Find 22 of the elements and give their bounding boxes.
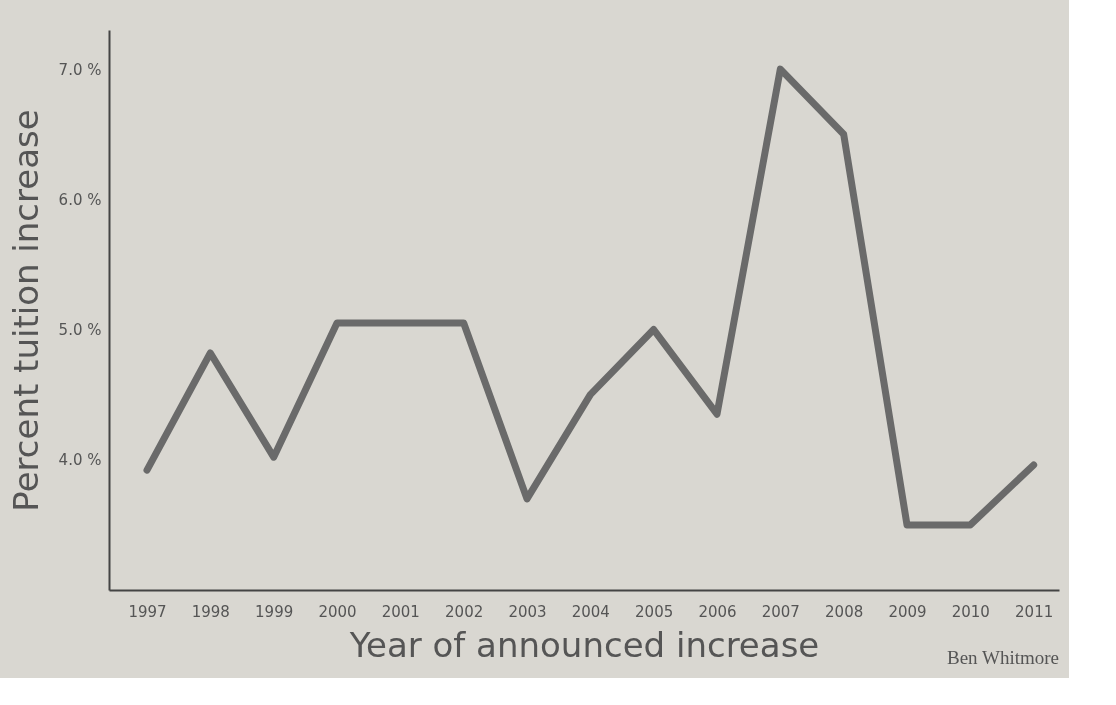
x-axis-title: Year of announced increase [348, 624, 820, 665]
x-tick-label: 1998 [191, 602, 230, 621]
y-tick-label: 5.0 % [58, 321, 102, 340]
x-tick-label: 2006 [698, 602, 737, 621]
x-tick-label: 2007 [761, 602, 800, 621]
x-tick-label: 2009 [888, 602, 927, 621]
x-tick-label: 2000 [318, 602, 357, 621]
x-tick-label: 2008 [825, 602, 864, 621]
x-tick-label: 2002 [445, 602, 484, 621]
y-tick-label: 6.0 % [58, 190, 102, 209]
x-tick-label: 2001 [381, 602, 420, 621]
x-tick-label: 1997 [128, 602, 167, 621]
y-tick-label: 4.0 % [58, 451, 102, 470]
x-tick-label: 2004 [571, 602, 610, 621]
x-tick-label: 2011 [1015, 602, 1054, 621]
text: Ben Whitmore [946, 647, 1059, 668]
x-tick-label: 2005 [635, 602, 674, 621]
y-tick-label: 7.0 % [58, 60, 102, 79]
y-axis-title: Percent tuition increase [5, 109, 46, 512]
x-tick-label: 2010 [951, 602, 990, 621]
x-tick-label: 1999 [255, 602, 294, 621]
x-tick-label: 2003 [508, 602, 547, 621]
